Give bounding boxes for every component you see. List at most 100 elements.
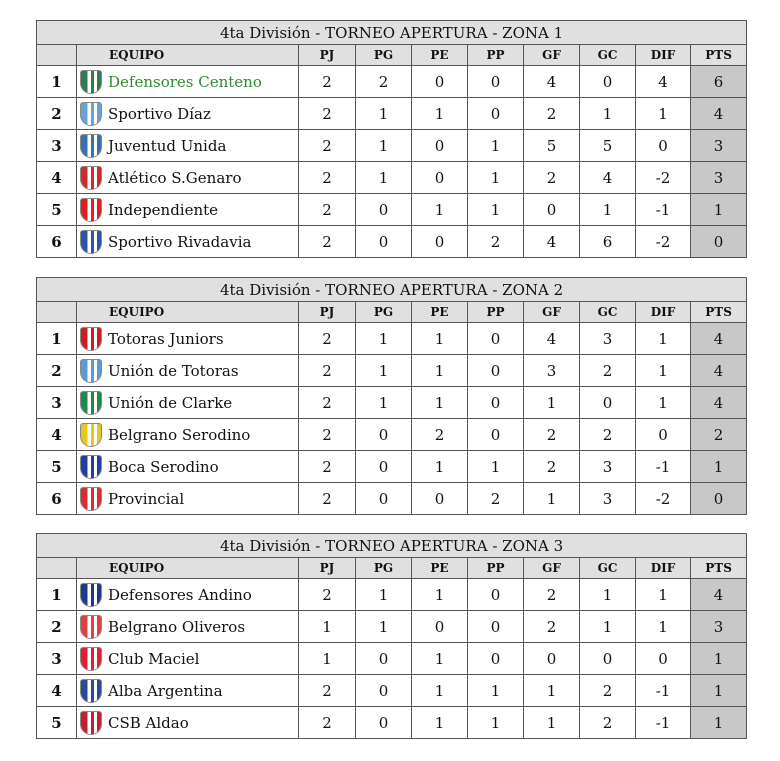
column-header: DIF [635,557,691,579]
team-cell: Sportivo Díaz [76,97,299,130]
column-header: PE [411,44,468,66]
column-header: GC [579,301,636,323]
pj-value: 1 [298,642,356,675]
gc-value: 3 [579,482,636,515]
column-header: PJ [298,301,356,323]
pj-value: 2 [298,674,356,707]
gf-value: 1 [523,706,580,739]
pj-value: 2 [298,706,356,739]
pp-value: 0 [467,386,524,419]
pj-value: 2 [298,322,356,355]
table-row: 3 Unión de Clarke 2 1 1 0 1 0 1 4 [36,386,748,419]
pg-value: 1 [355,610,412,643]
gc-value: 0 [579,386,636,419]
dif-value: -1 [635,706,691,739]
dif-value: 0 [635,129,691,162]
gf-value: 2 [523,578,580,611]
position: 3 [36,129,77,162]
gc-value: 1 [579,610,636,643]
pe-value: 0 [411,161,468,194]
pp-value: 1 [467,193,524,226]
pg-value: 0 [355,706,412,739]
team-name: Unión de Clarke [108,393,233,412]
gf-value: 2 [523,450,580,483]
gf-value: 4 [523,322,580,355]
pj-value: 2 [298,65,356,98]
pj-value: 1 [298,610,356,643]
dif-value: 0 [635,642,691,675]
pe-value: 1 [411,97,468,130]
pts-value: 4 [689,386,748,419]
gf-value: 0 [523,193,580,226]
gc-value: 5 [579,129,636,162]
team-name: Totoras Juniors [108,329,224,348]
pp-value: 0 [467,354,524,387]
team-crest-icon [80,165,102,190]
column-header: GF [523,44,580,66]
gc-value: 2 [579,418,636,451]
pg-value: 1 [355,97,412,130]
pj-value: 2 [298,450,356,483]
dif-value: -2 [635,225,691,258]
gc-value: 2 [579,674,636,707]
column-header: EQUIPO [76,44,299,66]
pts-value: 4 [689,97,748,130]
position: 3 [36,386,77,419]
pg-value: 0 [355,450,412,483]
table-row: 5 Boca Serodino 2 0 1 1 2 3 -1 1 [36,450,748,483]
pg-value: 1 [355,578,412,611]
gc-value: 3 [579,322,636,355]
team-cell: Boca Serodino [76,450,299,483]
pj-value: 2 [298,97,356,130]
team-crest-icon [80,678,102,703]
table-row: 2 Sportivo Díaz 2 1 1 0 2 1 1 4 [36,97,748,130]
pts-value: 3 [689,161,748,194]
pe-value: 1 [411,674,468,707]
column-header: PG [355,44,412,66]
team-cell: Unión de Clarke [76,386,299,419]
gc-value: 4 [579,161,636,194]
gf-value: 4 [523,225,580,258]
gf-value: 2 [523,418,580,451]
team-name: Belgrano Oliveros [108,617,246,636]
team-name: Boca Serodino [108,457,219,476]
team-cell: Provincial [76,482,299,515]
pj-value: 2 [298,354,356,387]
team-name: Sportivo Díaz [108,104,211,123]
position: 1 [36,322,77,355]
team-crest-icon [80,197,102,222]
table-title: 4ta División - TORNEO APERTURA - ZONA 1 [35,20,748,45]
team-name: CSB Aldao [108,713,189,732]
pg-value: 1 [355,129,412,162]
column-header: PE [411,301,468,323]
pe-value: 0 [411,610,468,643]
team-crest-icon [80,101,102,126]
pp-value: 2 [467,482,524,515]
table-row: 2 Unión de Totoras 2 1 1 0 3 2 1 4 [36,354,748,387]
position: 5 [36,193,77,226]
pe-value: 1 [411,706,468,739]
position: 5 [36,706,77,739]
pts-value: 6 [689,65,748,98]
team-name: Provincial [108,489,185,508]
gc-value: 2 [579,706,636,739]
dif-value: -1 [635,674,691,707]
team-cell: Independiente [76,193,299,226]
team-name: Defensores Centeno [108,72,262,91]
pe-value: 1 [411,386,468,419]
team-crest-icon [80,710,102,735]
pg-value: 0 [355,193,412,226]
table-row: 3 Juventud Unida 2 1 0 1 5 5 0 3 [36,129,748,162]
pe-value: 0 [411,129,468,162]
team-name: Belgrano Serodino [108,425,251,444]
pj-value: 2 [298,578,356,611]
pts-value: 4 [689,354,748,387]
dif-value: -1 [635,450,691,483]
dif-value: 1 [635,578,691,611]
table-row: 6 Sportivo Rivadavia 2 0 0 2 4 6 -2 0 [36,225,748,258]
column-header: PTS [689,44,748,66]
pe-value: 1 [411,578,468,611]
gf-value: 2 [523,610,580,643]
column-header: PTS [689,301,748,323]
